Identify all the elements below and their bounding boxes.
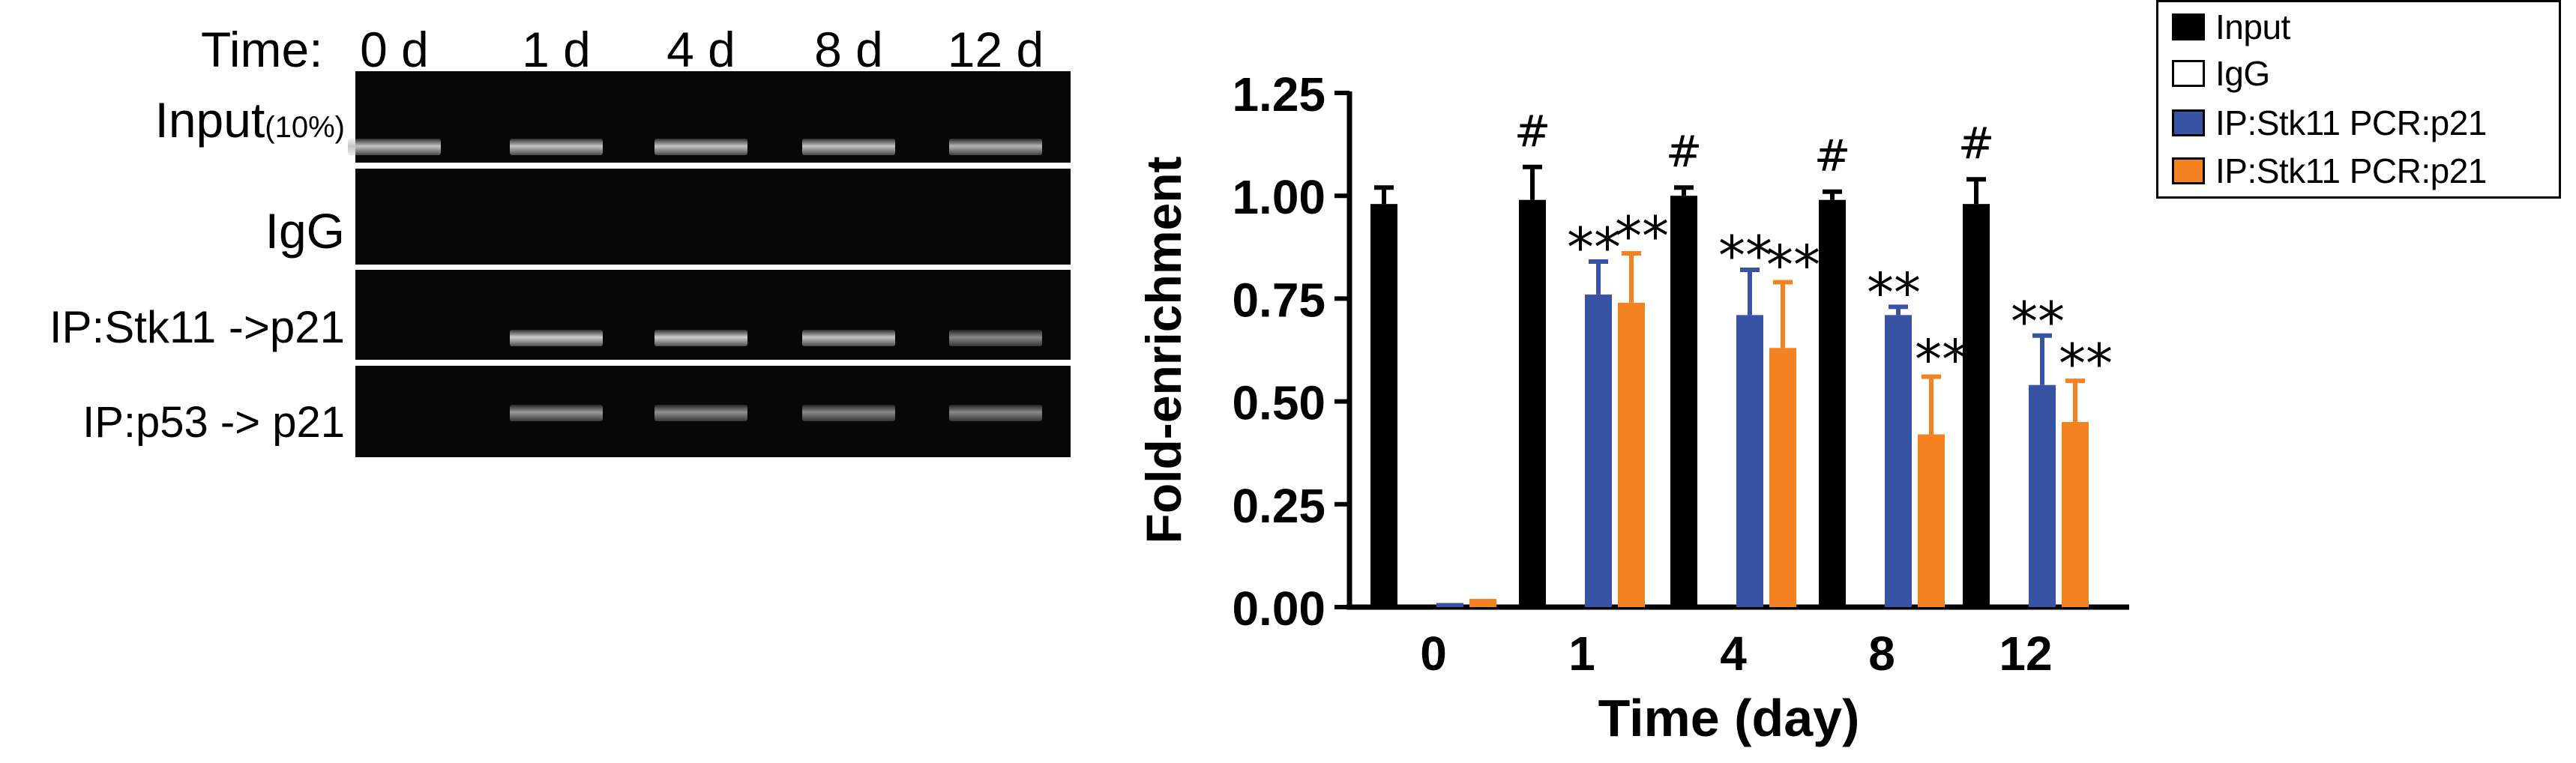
bar-input [1963, 204, 1990, 607]
gel-band [654, 330, 747, 346]
annotation-stars-orange: ** [1615, 205, 1669, 268]
y-tick-label: 1.00 [1232, 170, 1325, 224]
gel-band [510, 330, 603, 346]
bar-stk11-orange [1769, 348, 1796, 607]
x-axis-title: Time (day) [1598, 689, 1860, 747]
gel-band [802, 139, 895, 155]
lane-label-8d: 8 d [814, 22, 883, 77]
gel-band [949, 139, 1042, 155]
x-tick-label: 8 [1868, 627, 1895, 681]
x-tick-label: 4 [1720, 627, 1747, 681]
legend-item-ip-stk11-blue: IP:Stk11 PCR:p21 [2172, 103, 2487, 142]
gel-band [348, 139, 441, 155]
annotation-stars-blue: ** [2011, 290, 2065, 353]
annotation-stars-blue: ** [1567, 216, 1621, 279]
legend-label-input: Input [2215, 7, 2290, 46]
legend-item-ip-stk11-orange: IP:Stk11 PCR:p21 [2172, 151, 2487, 190]
gel-strip-ip-p53 [355, 366, 1071, 457]
y-tick-label: 0.25 [1232, 479, 1325, 533]
lane-label-12d: 12 d [947, 22, 1044, 77]
annotation-stars-blue: ** [1718, 224, 1772, 287]
bar-stk11-orange [2062, 422, 2089, 607]
row-label-ip-stk11: IP:Stk11 ->p21 [49, 302, 345, 352]
legend-swatch-input [2172, 13, 2205, 40]
y-tick-label: 0.00 [1232, 582, 1325, 636]
bar-stk11-orange [1918, 434, 1945, 607]
annotation-stars-orange: ** [1766, 233, 1820, 296]
x-tick-label: 0 [1420, 627, 1447, 681]
row-label-input: Input(10%) [154, 92, 346, 148]
legend-swatch-igg [2172, 60, 2205, 87]
legend-label-igg: IgG [2215, 54, 2270, 93]
bar-chart: 0.00 0.25 0.50 0.75 1.00 1.25 Fold-enrichment 0… [1136, 67, 2129, 747]
annotation-hash: # [1958, 118, 1995, 169]
bar-stk11-blue [1436, 603, 1463, 607]
annotation-hash: # [1666, 126, 1703, 177]
annotation-hash: # [1514, 106, 1551, 157]
row-label-ip-p53: IP:p53 -> p21 [82, 398, 345, 447]
legend-item-input: Input [2172, 7, 2290, 46]
legend-label-ip-stk11-orange: IP:Stk11 PCR:p21 [2215, 151, 2487, 190]
gel-figure: Time: 0 d 1 d 4 d 8 d 12 d Input(10%) Ig… [0, 0, 1110, 480]
legend-swatch-orange [2172, 157, 2205, 184]
gel-strip-ip-stk11 [355, 270, 1071, 360]
bar-input [1370, 204, 1397, 607]
bar-stk11-blue [1885, 315, 1912, 607]
gel-band [802, 405, 895, 421]
gel-band [949, 405, 1042, 421]
gel-band [654, 405, 747, 421]
annotation-stars-blue: ** [1867, 261, 1921, 324]
bar-stk11-blue [2029, 384, 2056, 607]
gel-strip-igg [355, 169, 1071, 265]
x-tick-label: 12 [1999, 627, 2052, 681]
gel-band [510, 139, 603, 155]
bar-stk11-orange [1469, 599, 1496, 607]
lane-label-0d: 0 d [360, 22, 429, 77]
annotation-stars-orange: ** [1915, 328, 1969, 391]
chart-legend: Input IgG IP:Stk11 PCR:p21 IP:Stk11 PCR:… [2156, 0, 2561, 199]
y-axis-title: Fold-enrichment [1136, 156, 1191, 543]
y-tick-label: 1.25 [1232, 67, 1325, 121]
annotation-hash: # [1814, 130, 1851, 181]
bar-input [1670, 196, 1697, 607]
row-label-igg: IgG [265, 203, 345, 259]
bar-stk11-blue [1585, 294, 1612, 607]
bar-stk11-orange [1618, 302, 1645, 607]
bar-input [1519, 199, 1546, 607]
time-label: Time: [201, 22, 323, 77]
gel-strip-input [348, 71, 1071, 163]
legend-label-ip-stk11-blue: IP:Stk11 PCR:p21 [2215, 103, 2487, 142]
lane-label-4d: 4 d [666, 22, 735, 77]
x-tick-label: 1 [1568, 627, 1595, 681]
bar-stk11-blue [1736, 315, 1763, 607]
y-tick-label: 0.50 [1232, 376, 1325, 430]
gel-band [802, 330, 895, 346]
legend-item-igg: IgG [2172, 54, 2270, 93]
gel-band [949, 330, 1042, 346]
y-tick-label: 0.75 [1232, 273, 1325, 327]
legend-swatch-blue [2172, 109, 2205, 136]
annotation-stars-orange: ** [2059, 332, 2113, 395]
gel-band [654, 139, 747, 155]
lane-label-1d: 1 d [522, 22, 591, 77]
bar-input [1819, 199, 1846, 607]
gel-band [510, 405, 603, 421]
